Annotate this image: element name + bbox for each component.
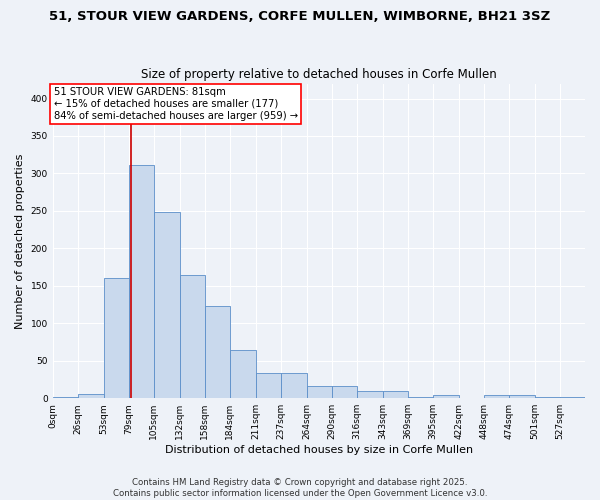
Bar [383, 390, 408, 398]
Bar [332, 386, 357, 398]
Text: 51 STOUR VIEW GARDENS: 81sqm
← 15% of detached houses are smaller (177)
84% of s: 51 STOUR VIEW GARDENS: 81sqm ← 15% of de… [53, 88, 298, 120]
Y-axis label: Number of detached properties: Number of detached properties [15, 153, 25, 328]
Bar [433, 395, 459, 398]
Title: Size of property relative to detached houses in Corfe Mullen: Size of property relative to detached ho… [141, 68, 497, 81]
Bar [307, 386, 332, 398]
Bar [509, 395, 535, 398]
X-axis label: Distribution of detached houses by size in Corfe Mullen: Distribution of detached houses by size … [165, 445, 473, 455]
Bar [357, 390, 383, 398]
Bar [104, 278, 129, 398]
Text: 51, STOUR VIEW GARDENS, CORFE MULLEN, WIMBORNE, BH21 3SZ: 51, STOUR VIEW GARDENS, CORFE MULLEN, WI… [49, 10, 551, 23]
Bar [484, 395, 509, 398]
Bar [408, 396, 433, 398]
Bar [53, 396, 77, 398]
Bar [205, 306, 230, 398]
Bar [154, 212, 180, 398]
Bar [77, 394, 104, 398]
Bar [180, 274, 205, 398]
Bar [129, 165, 154, 398]
Bar [281, 374, 307, 398]
Bar [256, 374, 281, 398]
Bar [535, 396, 560, 398]
Text: Contains HM Land Registry data © Crown copyright and database right 2025.
Contai: Contains HM Land Registry data © Crown c… [113, 478, 487, 498]
Bar [230, 350, 256, 398]
